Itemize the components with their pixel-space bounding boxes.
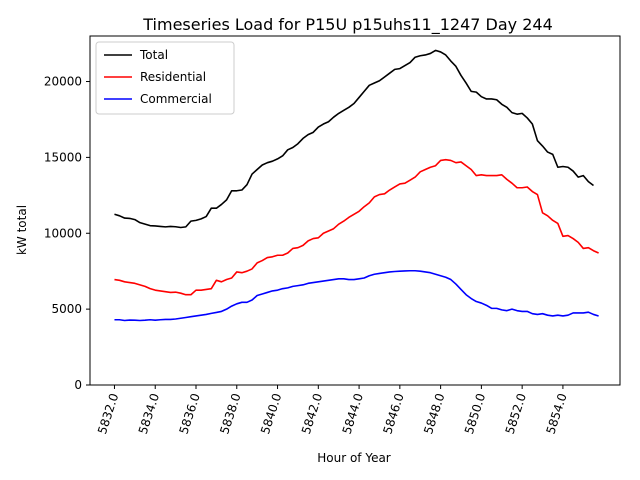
legend: Total Residential Commercial bbox=[95, 41, 235, 115]
y-axis-label: kW total bbox=[15, 205, 29, 255]
legend-label-residential: Residential bbox=[140, 70, 206, 84]
legend-label-total: Total bbox=[139, 48, 168, 62]
series-line-total bbox=[114, 49, 594, 229]
series-line-commercial bbox=[114, 269, 599, 322]
series-line-residential bbox=[114, 158, 599, 296]
chart-title: Timeseries Load for P15U p15uhs11_1247 D… bbox=[142, 15, 553, 35]
axes-frame bbox=[89, 35, 621, 386]
y-tick-label: 10000 bbox=[44, 226, 82, 240]
x-axis-label: Hour of Year bbox=[317, 451, 391, 465]
y-tick-label: 5000 bbox=[51, 302, 82, 316]
y-tick-label: 15000 bbox=[44, 150, 82, 164]
y-tick-label: 0 bbox=[74, 378, 82, 392]
y-tick-label: 20000 bbox=[44, 75, 82, 89]
legend-box bbox=[95, 41, 235, 115]
legend-label-commercial: Commercial bbox=[140, 92, 212, 106]
